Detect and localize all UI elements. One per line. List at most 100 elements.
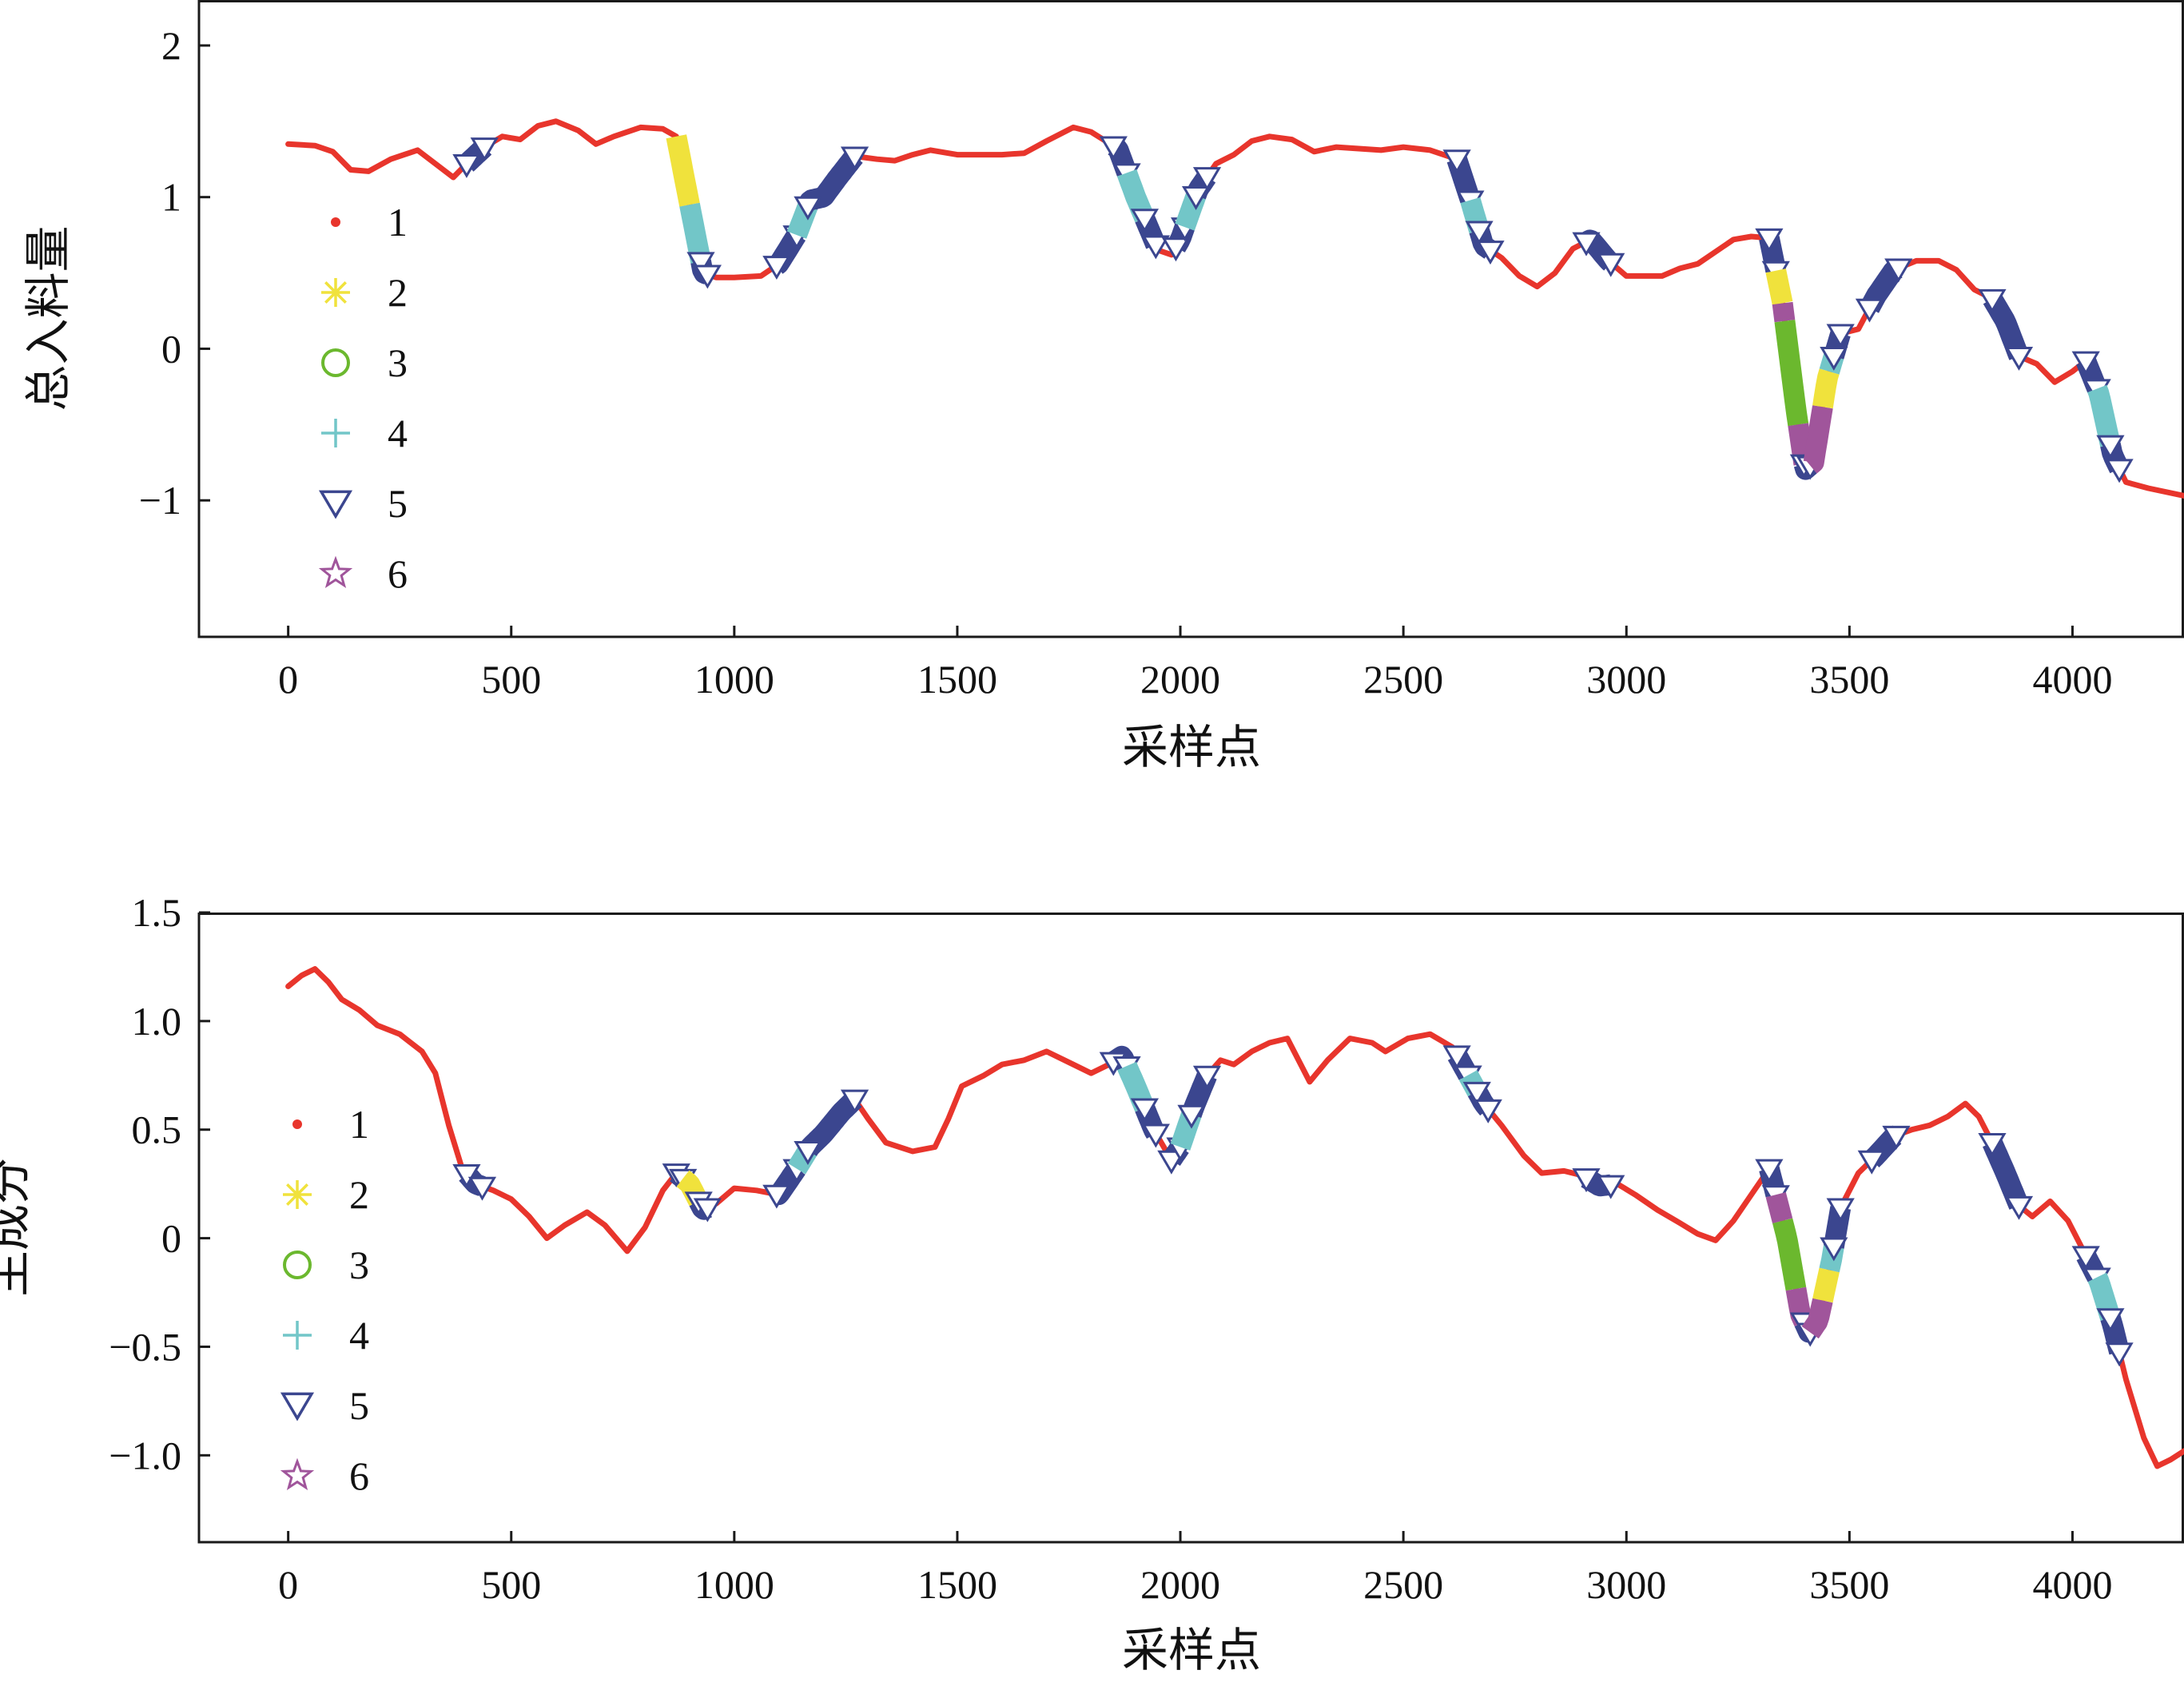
legend-marker-asterisk: [283, 1180, 312, 1209]
x-tick-label: 4000: [2032, 1562, 2112, 1607]
legend-label: 4: [349, 1313, 369, 1358]
series-5-marker: [1130, 1098, 1160, 1123]
series-5-marker: [1462, 1081, 1491, 1106]
series-5-marker: [1978, 1133, 2007, 1157]
series-5-marker: [840, 1089, 869, 1114]
x-tick-label: 2500: [1363, 657, 1443, 702]
legend-label: 5: [388, 481, 408, 526]
series-5-marker: [1857, 1150, 1886, 1175]
legend-label: 1: [388, 200, 408, 245]
series-6-segment: [1801, 1298, 1833, 1341]
series-5-marker: [762, 256, 791, 280]
series-2-segment: [1812, 367, 1840, 409]
legend-marker-plus: [283, 1321, 312, 1350]
series-5-marker: [2105, 1342, 2134, 1367]
legend-marker-dot: [292, 1119, 302, 1129]
series-5-marker: [1141, 1123, 1170, 1148]
series-5-segment: [1983, 291, 2029, 363]
series-5-marker: [1442, 1045, 1471, 1070]
y-tick-label: −0.5: [109, 1324, 181, 1369]
x-tick-label: 500: [481, 1562, 541, 1607]
y-axis-title: 总入料量: [22, 225, 74, 411]
series-5-marker: [1826, 324, 1855, 348]
series-5-marker: [1755, 1159, 1784, 1183]
series-5-marker: [1572, 232, 1601, 256]
series-5-marker: [1855, 298, 1884, 323]
legend-marker-circle: [283, 1251, 312, 1279]
series-5-marker: [1161, 237, 1191, 262]
series-5-marker: [686, 252, 715, 276]
series-5-marker: [2071, 351, 2100, 376]
legend-label: 2: [349, 1172, 369, 1217]
series-5-marker: [1465, 221, 1494, 245]
series-5-marker: [1192, 1065, 1222, 1090]
series-3-segment: [1774, 320, 1809, 427]
series-5-marker: [1474, 1099, 1502, 1123]
series-6-segment: [1801, 405, 1833, 475]
x-axis-title: 采样点: [1122, 1624, 1261, 1676]
x-tick-label: 3500: [1809, 1562, 1889, 1607]
series-5-marker: [2004, 346, 2034, 371]
y-tick-label: 0: [161, 326, 181, 371]
series-2-segment: [1765, 268, 1793, 306]
x-tick-label: 3000: [1586, 657, 1666, 702]
legend-label: 5: [349, 1383, 369, 1428]
legend-marker-plus: [321, 419, 350, 447]
y-tick-label: 0.5: [132, 1107, 182, 1152]
legend-label: 6: [388, 551, 408, 596]
legend-label: 3: [349, 1243, 369, 1287]
series-1-line: [285, 118, 2184, 499]
series-5-marker: [1099, 136, 1128, 161]
series-1-line: [285, 966, 2184, 1469]
series-5-marker: [1476, 241, 1505, 265]
series-5-marker: [1882, 1125, 1911, 1150]
series-5-marker: [1755, 228, 1784, 252]
y-axis-title: 主成分: [0, 1158, 34, 1297]
series-3-segment: [1772, 1217, 1807, 1291]
series-5-marker: [452, 1163, 481, 1188]
series-5-marker: [1597, 1175, 1625, 1199]
series-5-marker: [1157, 1150, 1186, 1175]
x-axis-title: 采样点: [1122, 722, 1261, 773]
series-5-marker: [1820, 346, 1848, 371]
series-5-marker: [467, 1176, 497, 1201]
series-5-marker: [2071, 1246, 2100, 1270]
series-5-marker: [470, 137, 499, 162]
y-tick-label: 1.5: [132, 890, 182, 935]
legend-label: 4: [388, 411, 408, 455]
series-5-marker: [762, 1184, 791, 1209]
y-tick-label: 1.0: [132, 999, 182, 1044]
top-chart-panel: 0 500 1000 1500 2000 2500 3000 3500 4000 2 1 0 −1 采样点…: [22, 0, 2184, 773]
series-5-marker: [2096, 1308, 2125, 1333]
x-tick-label: 0: [278, 657, 298, 702]
series-5-marker: [1177, 1104, 1206, 1129]
x-tick-label: 3000: [1586, 1562, 1666, 1607]
series-5-marker: [693, 264, 722, 289]
series-2-segment: [1812, 1266, 1840, 1303]
x-tick-label: 2000: [1140, 1562, 1220, 1607]
series-4-segment: [2087, 382, 2121, 448]
series-5-marker: [1141, 235, 1170, 260]
legend-label: 2: [388, 270, 408, 315]
x-tick-label: 1000: [694, 657, 774, 702]
y-tick-label: 1: [161, 175, 181, 220]
bottom-chart-panel: 0 500 1000 1500 2000 2500 3000 3500 4000 1.5 1.0 0.…: [0, 890, 2184, 1676]
series-5-marker: [794, 196, 822, 221]
y-tick-label: −1.0: [109, 1433, 181, 1477]
legend-marker-asterisk: [321, 278, 350, 307]
y-tick-label: 2: [161, 23, 181, 68]
x-tick-label: 1000: [694, 1562, 774, 1607]
legend-label: 3: [388, 340, 408, 385]
series-5-marker: [2105, 459, 2134, 483]
series-5-marker: [840, 146, 869, 171]
x-tick-label: 1500: [917, 657, 997, 702]
x-tick-label: 0: [278, 1562, 298, 1607]
series-5-marker: [1130, 209, 1160, 233]
series-5-marker: [1826, 1198, 1855, 1223]
x-tick-label: 2000: [1140, 657, 1220, 702]
legend-marker-triangle: [280, 1392, 315, 1422]
series-5-marker: [1181, 186, 1211, 210]
x-tick-label: 3500: [1809, 657, 1889, 702]
legend-marker-star: [318, 555, 353, 589]
